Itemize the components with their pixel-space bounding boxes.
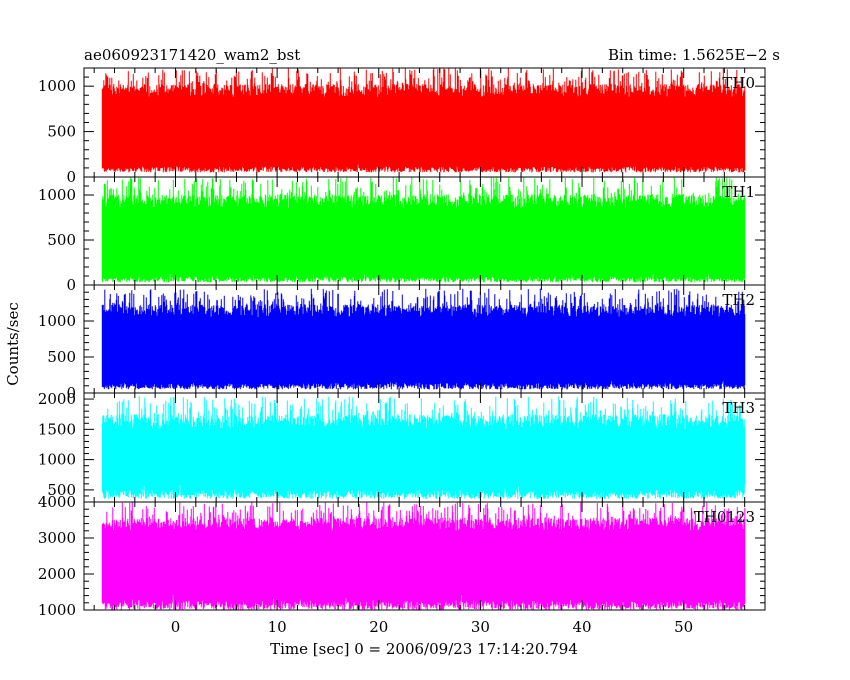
series-th1 [101,177,746,283]
x-tick-label: 20 [369,618,388,636]
y-tick-label: 0 [66,168,76,186]
x-tick-label: 40 [572,618,591,636]
panel-label-th0123: TH0123 [694,508,755,526]
y-tick-label: 4000 [38,493,76,511]
series-th2 [101,288,746,390]
y-axis-title: Counts/sec [4,302,22,386]
y-tick-label: 2000 [38,565,76,583]
y-tick-label: 2000 [38,390,76,408]
panel-th0: 0 500 1000 TH0 [38,67,766,186]
y-tick-label: 1000 [38,77,76,95]
y-tick-label: 500 [47,123,76,141]
plot-title-left: ae060923171420_wam2_bst [84,46,300,64]
panel-label-th2: TH2 [722,291,755,309]
y-tick-label: 500 [47,348,76,366]
y-tick-label: 3000 [38,529,76,547]
panel-th0123: 1000 2000 3000 4000 TH0123 0 10 20 30 40 50 [38,493,766,636]
x-axis-title: Time [sec] 0 = 2006/09/23 17:14:20.794 [270,640,578,658]
panel-label-th3: TH3 [722,399,755,417]
y-tick-label: 1000 [38,601,76,619]
x-tick-label: 30 [471,618,490,636]
x-tick-label: 0 [171,618,181,636]
y-tick-label: 1500 [38,420,76,438]
series-th3 [101,396,746,499]
y-tick-label: 1000 [38,451,76,469]
panel-label-th0: TH0 [722,74,755,92]
x-tick-label: 10 [268,618,287,636]
y-tick-label: 0 [66,276,76,294]
y-tick-label: 500 [47,481,76,499]
panel-frame [83,501,766,611]
y-tick-label: 1000 [38,186,76,204]
series-th0 [101,68,746,173]
panel-th3: 500 1000 1500 2000 TH3 [38,390,766,503]
y-tick-label: 0 [66,384,76,402]
x-tick-label: 50 [674,618,693,636]
series-th0123 [101,502,746,610]
y-tick-label: 500 [47,231,76,249]
panel-th1: 0 500 1000 TH1 [38,176,766,294]
panel-th2: 0 500 1000 TH2 [38,284,766,402]
y-tick-label: 1000 [38,312,76,330]
plot-title-right: Bin time: 1.5625E−2 s [608,46,780,64]
panel-label-th1: TH1 [722,183,755,201]
